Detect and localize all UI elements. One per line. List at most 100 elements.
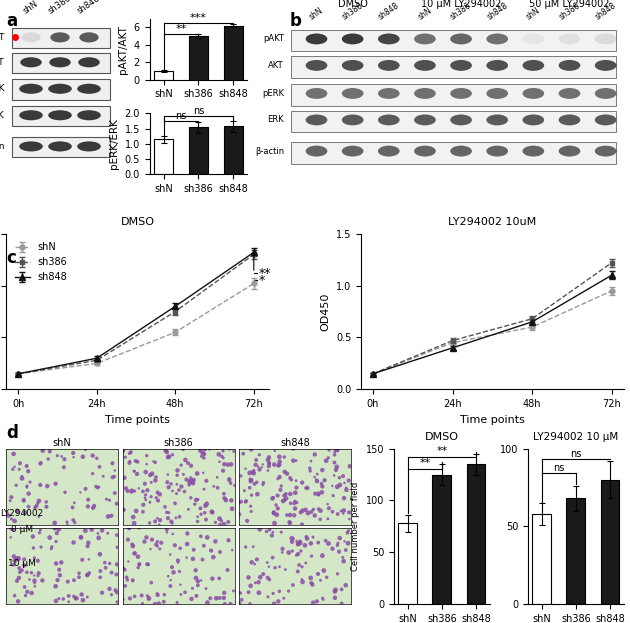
Point [166, 575, 176, 585]
Point [312, 476, 322, 486]
Ellipse shape [77, 110, 101, 120]
Ellipse shape [342, 115, 364, 125]
Point [239, 486, 249, 496]
Bar [224, 126, 243, 174]
Point [172, 597, 182, 607]
Point [236, 497, 246, 506]
Ellipse shape [450, 115, 472, 125]
Point [150, 599, 160, 609]
Point [94, 462, 105, 472]
Point [316, 478, 326, 488]
Point [265, 458, 275, 468]
Point [275, 472, 285, 482]
Point [175, 566, 185, 576]
Point [249, 559, 260, 569]
Ellipse shape [306, 60, 328, 71]
Point [9, 551, 19, 561]
Point [273, 490, 283, 500]
Point [134, 483, 144, 493]
Text: sh848: sh848 [485, 1, 509, 22]
Point [137, 591, 147, 601]
Point [273, 596, 284, 606]
Point [264, 452, 274, 462]
Point [20, 508, 30, 518]
Point [245, 474, 255, 484]
Point [281, 489, 291, 499]
Point [124, 458, 134, 468]
Point [127, 539, 137, 549]
Point [241, 542, 251, 552]
Point [82, 570, 92, 580]
Point [238, 449, 248, 459]
Point [328, 490, 338, 500]
Point [276, 481, 286, 491]
Point [178, 444, 188, 454]
Point [176, 460, 186, 470]
Point [55, 570, 65, 580]
Point [333, 446, 343, 456]
Point [34, 511, 44, 521]
Point [212, 472, 222, 482]
Point [54, 594, 64, 604]
Title: LY294002 10uM: LY294002 10uM [448, 217, 537, 227]
Point [124, 523, 134, 533]
Point [120, 473, 130, 483]
Point [143, 559, 153, 569]
Title: DMSO: DMSO [425, 432, 459, 442]
Point [22, 482, 32, 492]
Point [293, 538, 303, 548]
Point [34, 496, 44, 506]
Point [146, 477, 156, 487]
Point [151, 472, 161, 482]
Point [226, 478, 236, 488]
Point [323, 453, 333, 463]
Point [178, 444, 188, 454]
Point [198, 541, 209, 551]
Point [145, 470, 155, 480]
Point [142, 459, 152, 469]
Point [151, 540, 161, 549]
Point [14, 553, 24, 563]
Point [288, 444, 298, 454]
Point [84, 554, 94, 564]
Point [30, 553, 40, 563]
Point [289, 498, 299, 508]
Point [313, 569, 323, 579]
Legend: shN, sh386, sh848: shN, sh386, sh848 [11, 239, 71, 286]
Point [323, 538, 333, 548]
Point [247, 558, 257, 568]
Point [105, 558, 115, 568]
Point [249, 468, 259, 478]
Ellipse shape [559, 34, 580, 44]
Point [306, 573, 316, 583]
Point [277, 548, 287, 558]
Point [163, 452, 173, 462]
Text: sh386: sh386 [558, 1, 581, 22]
Point [62, 520, 72, 530]
Bar [532, 514, 551, 604]
Point [285, 473, 295, 483]
Point [332, 540, 342, 550]
Point [184, 480, 194, 490]
Point [264, 461, 274, 471]
Bar [398, 523, 417, 604]
Point [185, 476, 195, 486]
Point [329, 450, 340, 460]
Ellipse shape [559, 88, 580, 99]
Point [268, 507, 278, 517]
Point [20, 582, 30, 592]
Ellipse shape [50, 32, 70, 42]
Text: ERK: ERK [0, 111, 4, 120]
Point [220, 599, 230, 609]
Ellipse shape [48, 141, 72, 151]
Point [200, 501, 210, 511]
Ellipse shape [559, 115, 580, 125]
Point [289, 455, 299, 465]
Point [163, 470, 173, 480]
Point [130, 456, 140, 466]
Point [334, 546, 344, 556]
Point [131, 506, 141, 516]
Ellipse shape [78, 57, 100, 67]
Point [180, 587, 190, 597]
Point [151, 475, 161, 485]
